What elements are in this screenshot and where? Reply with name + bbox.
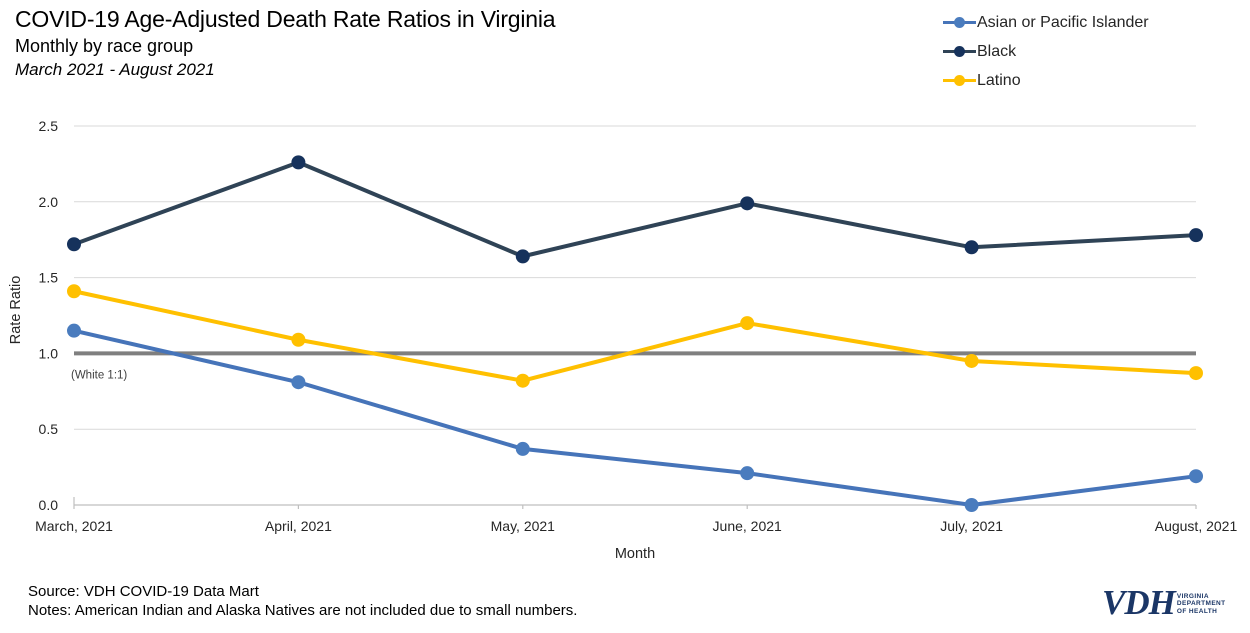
title-block: COVID-19 Age-Adjusted Death Rate Ratios … [15,5,556,81]
y-axis-title: Rate Ratio [8,276,24,345]
data-point [740,316,755,331]
data-point [515,249,530,264]
x-tick-label: June, 2021 [713,518,782,534]
y-tick-label: 2.5 [39,118,59,134]
data-point [740,466,755,481]
data-point [964,240,979,255]
y-tick-label: 0.0 [39,497,59,513]
data-point [291,375,306,390]
vdh-logo-subtext: VIRGINIA DEPARTMENT OF HEALTH [1176,592,1226,615]
notes-text: Notes: American Indian and Alaska Native… [28,602,578,619]
data-point [67,323,81,338]
legend-label: Black [977,42,1017,60]
data-point [1189,228,1203,243]
legend-label: Asian or Pacific Islander [977,13,1149,31]
legend-label: Latino [977,71,1021,89]
data-point [964,353,979,368]
x-tick-label: March, 2021 [35,518,113,534]
vdh-logo: VDH VIRGINIA DEPARTMENT OF HEALTH [1102,583,1226,622]
reference-line-annotation: (White 1:1) [71,369,127,381]
x-tick-label: July, 2021 [940,518,1003,534]
footer-notes: Source: VDH COVID-19 Data Mart Notes: Am… [28,582,577,620]
series-line-black [72,160,1198,259]
data-point [1189,469,1203,484]
data-point [1189,366,1203,381]
legend-marker-icon [943,75,976,87]
y-tick-label: 1.5 [39,270,59,286]
x-tick-label: April, 2021 [265,518,332,534]
legend-item-asian-or-pacific-islander: Asian or Pacific Islander [943,8,1149,37]
y-tick-label: 2.0 [39,194,59,210]
data-point [964,498,979,512]
x-tick-label: August, 2021 [1155,518,1238,534]
chart-legend: Asian or Pacific Islander Black Latino [943,8,1149,95]
data-point [67,237,81,252]
legend-marker-icon [943,46,976,58]
chart-subtitle: Monthly by race group [15,36,194,56]
data-point [291,332,306,347]
data-point [291,155,306,170]
data-point [515,441,530,456]
x-tick-label: May, 2021 [491,518,556,534]
data-point [67,284,81,299]
source-text: Source: VDH COVID-19 Data Mart [28,583,259,600]
chart-date-range: March 2021 - August 2021 [15,60,215,79]
legend-marker-icon [943,17,976,29]
series-line-latino [72,289,1198,383]
y-tick-label: 0.5 [39,421,59,437]
legend-item-latino: Latino [943,66,1149,95]
chart-title: COVID-19 Age-Adjusted Death Rate Ratios … [15,6,556,32]
legend-item-black: Black [943,37,1149,66]
data-point [740,196,755,211]
y-tick-label: 1.0 [39,345,59,361]
series-line-asian-or-pacific-islander [72,328,1198,507]
data-point [515,373,530,388]
vdh-logo-text: VDH [1102,583,1176,622]
x-axis-title: Month [615,546,655,562]
